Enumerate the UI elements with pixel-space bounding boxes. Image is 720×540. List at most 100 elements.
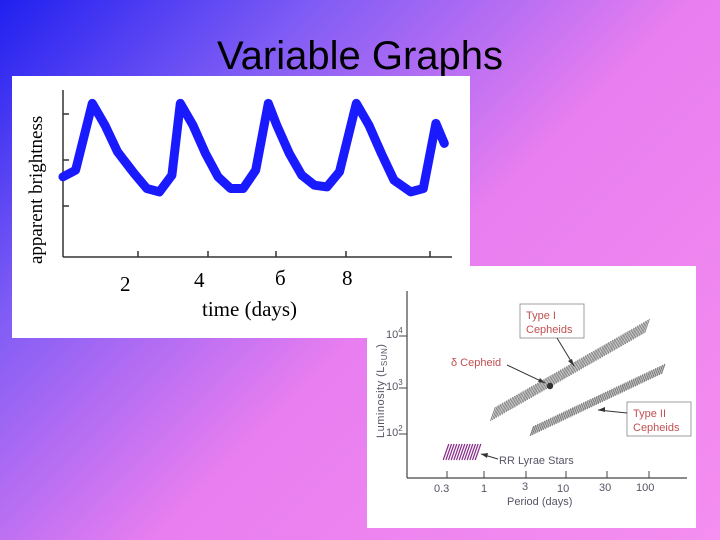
hatch-mark bbox=[567, 362, 573, 378]
hatch-mark bbox=[645, 370, 651, 382]
hatch-mark bbox=[634, 376, 640, 387]
hatch-mark bbox=[619, 333, 625, 348]
svg-text:Cepheids: Cepheids bbox=[526, 324, 573, 336]
hatch-mark bbox=[538, 421, 544, 433]
hatch-mark bbox=[505, 398, 512, 413]
hatch-mark bbox=[578, 356, 585, 371]
light-curve-chart: apparent brightness 2 4 б 8 time (days) bbox=[26, 90, 452, 321]
hatch-mark bbox=[557, 368, 564, 383]
x-tick-label: 10 bbox=[557, 483, 569, 495]
hatch-mark bbox=[540, 420, 546, 432]
y-tick-label: 102 bbox=[386, 424, 403, 439]
hatch-mark bbox=[576, 357, 583, 372]
hatch-mark bbox=[620, 332, 627, 347]
hatch-mark bbox=[605, 340, 612, 356]
hatch-mark bbox=[601, 343, 608, 358]
hatch-mark bbox=[649, 368, 655, 380]
hatch-mark bbox=[492, 405, 498, 421]
hatch-mark bbox=[592, 348, 598, 363]
rr-lyrae-annotation: RR Lyrae Stars bbox=[480, 452, 589, 468]
hatch-mark bbox=[632, 325, 639, 340]
hatch-mark bbox=[597, 393, 603, 405]
hatch-mark bbox=[499, 401, 506, 416]
hatch-mark bbox=[599, 392, 605, 404]
x-tick-label: 1 bbox=[481, 483, 487, 495]
hatch-mark bbox=[592, 395, 598, 407]
hatch-mark bbox=[507, 396, 514, 412]
hatch-mark bbox=[553, 414, 559, 425]
hatch-mark bbox=[595, 346, 602, 361]
hatch-mark bbox=[608, 388, 613, 400]
hatch-mark bbox=[551, 371, 558, 386]
hatch-mark bbox=[445, 443, 453, 461]
hatch-mark bbox=[493, 404, 500, 419]
hatch-mark bbox=[471, 443, 479, 461]
hatch-mark bbox=[458, 443, 466, 461]
period-luminosity-panel: Luminosity (LSUN) 104 103 102 0.3 1 3 10… bbox=[367, 266, 696, 528]
hatch-mark bbox=[573, 405, 579, 416]
delta-cepheid-annotation: δ Cepheid bbox=[449, 354, 546, 384]
hatch-mark bbox=[540, 378, 546, 393]
hatch-mark bbox=[634, 324, 641, 339]
hatch-mark bbox=[526, 385, 533, 401]
hatch-mark bbox=[559, 367, 566, 382]
hatch-mark bbox=[531, 424, 537, 436]
hatch-mark bbox=[560, 411, 565, 422]
hatch-mark bbox=[566, 408, 572, 419]
hatch-mark bbox=[603, 341, 610, 357]
x-axis-label: time (days) bbox=[202, 297, 297, 321]
hatch-mark bbox=[536, 422, 541, 434]
y-axis-label: Luminosity (LSUN) bbox=[375, 344, 389, 438]
y-tick-label: 104 bbox=[386, 326, 403, 341]
hatch-mark bbox=[534, 381, 541, 396]
hatch-mark bbox=[563, 365, 570, 380]
hatch-mark bbox=[636, 375, 642, 386]
period-luminosity-chart: Luminosity (LSUN) 104 103 102 0.3 1 3 10… bbox=[375, 291, 692, 508]
slide-title: Variable Graphs bbox=[216, 34, 504, 78]
x-tick-label: б bbox=[275, 266, 286, 290]
hatch-mark bbox=[586, 398, 592, 410]
hatch-mark bbox=[497, 402, 504, 417]
hatch-mark bbox=[574, 358, 581, 373]
svg-text:Type I: Type I bbox=[526, 310, 556, 322]
hatch-mark bbox=[442, 443, 450, 461]
hatch-mark bbox=[584, 352, 591, 368]
svg-text:δ Cepheid: δ Cepheid bbox=[451, 357, 501, 369]
hatch-mark bbox=[606, 389, 611, 401]
hatch-mark bbox=[542, 419, 548, 431]
hatch-mark bbox=[630, 326, 637, 341]
hatch-mark bbox=[599, 344, 606, 359]
hatch-mark bbox=[536, 380, 543, 395]
hatch-mark bbox=[594, 347, 600, 362]
x-tick-label: 2 bbox=[120, 272, 131, 296]
hatch-mark bbox=[501, 400, 508, 415]
hatch-mark bbox=[656, 365, 662, 377]
hatch-mark bbox=[513, 393, 519, 408]
hatch-mark bbox=[463, 443, 471, 461]
hatch-mark bbox=[630, 378, 635, 389]
hatch-mark bbox=[626, 328, 633, 344]
hatch-mark bbox=[577, 403, 583, 414]
y-tick-label: 103 bbox=[386, 378, 403, 393]
hatch-mark bbox=[636, 323, 643, 338]
hatch-mark bbox=[622, 330, 629, 346]
x-tick-label: 3 bbox=[522, 481, 528, 493]
hatch-mark bbox=[614, 385, 620, 396]
hatch-mark bbox=[647, 369, 653, 381]
hatch-mark bbox=[588, 397, 594, 409]
hatch-mark bbox=[544, 418, 550, 430]
hatch-mark bbox=[528, 384, 535, 400]
hatch-mark bbox=[651, 367, 657, 379]
hatch-mark bbox=[453, 443, 461, 461]
delta-cepheid-point bbox=[546, 382, 554, 390]
hatch-mark bbox=[557, 412, 563, 423]
x-tick-label: 8 bbox=[342, 266, 353, 290]
hatch-mark bbox=[455, 443, 463, 461]
hatch-mark bbox=[532, 382, 539, 397]
hatch-mark bbox=[555, 369, 562, 384]
x-tick-label: 0.3 bbox=[434, 483, 449, 495]
hatch-mark bbox=[612, 386, 618, 397]
hatch-mark bbox=[613, 336, 620, 351]
hatch-mark bbox=[621, 382, 627, 393]
hatch-mark bbox=[643, 372, 648, 383]
